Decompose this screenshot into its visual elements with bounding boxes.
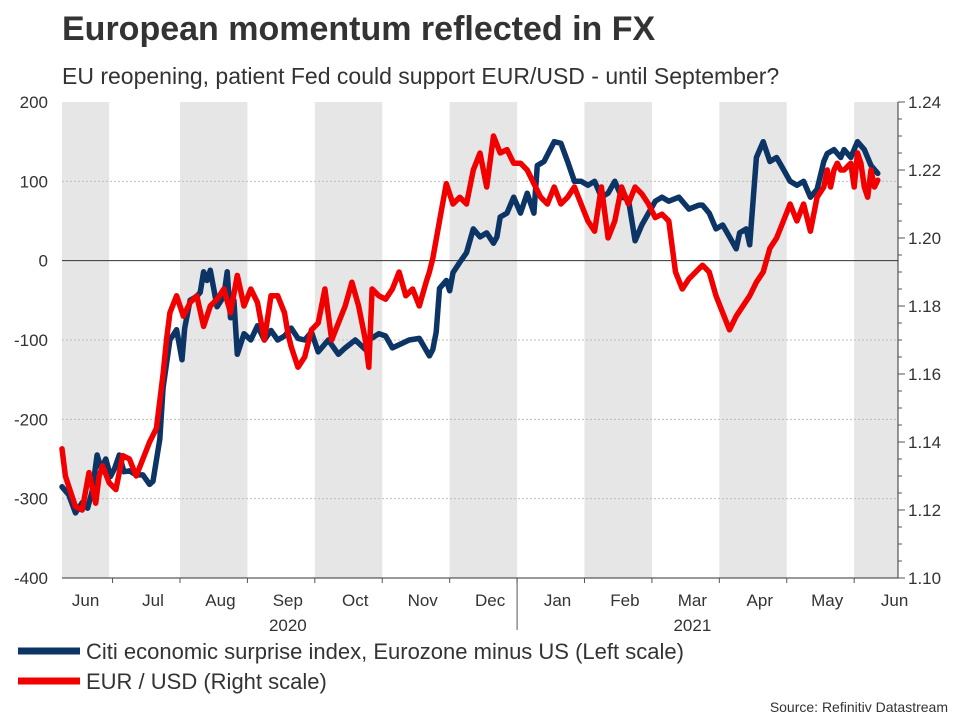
x-tick-label: Jan [544,591,571,610]
x-tick-label: Mar [678,591,708,610]
right-tick-label: 1.14 [908,433,941,452]
source-note: Source: Refinitiv Datastream [770,699,948,715]
citi-surprise-line [59,138,881,516]
x-axis-ticks: Jun Jul Aug Sep Oct Nov Dec Jan Feb Mar Apr May Jun 2… [72,578,908,635]
right-tick-label: 1.10 [908,569,941,588]
x-tick-label: Jun [881,591,908,610]
right-axis-ticks: 1.24 1.22 1.20 1.18 1.16 1.14 1.12 1.10 [898,93,941,588]
x-tick-label: Sep [273,591,303,610]
eurusd-line [59,133,881,513]
series-lines [59,133,881,516]
left-tick-label: -400 [14,569,48,588]
x-tick-label: Aug [205,591,235,610]
chart-title: European momentum reflected in FX [62,10,656,48]
left-tick-label: 0 [39,252,48,271]
left-tick-label: 100 [20,172,48,191]
legend: Citi economic surprise index, Eurozone m… [18,639,684,694]
right-tick-label: 1.24 [908,93,941,112]
x-tick-label: Nov [408,591,439,610]
left-tick-label: -100 [14,331,48,350]
year-label-2020: 2020 [269,616,307,635]
chart-subtitle: EU reopening, patient Fed could support … [62,63,779,89]
left-tick-label: -300 [14,490,48,509]
x-tick-label: Jun [72,591,99,610]
left-tick-label: -200 [14,410,48,429]
left-tick-label: 200 [20,93,48,112]
x-tick-label: Oct [342,591,369,610]
x-tick-label: Feb [610,591,639,610]
x-tick-label: Apr [747,591,774,610]
x-tick-label: May [811,591,844,610]
right-tick-label: 1.20 [908,229,941,248]
year-label-2021: 2021 [673,616,711,635]
right-tick-label: 1.16 [908,365,941,384]
right-tick-label: 1.12 [908,501,941,520]
x-tick-label: Jul [142,591,164,610]
legend-label-citi: Citi economic surprise index, Eurozone m… [86,639,684,664]
right-tick-label: 1.22 [908,161,941,180]
x-tick-label: Dec [475,591,506,610]
legend-label-eurusd: EUR / USD (Right scale) [86,669,327,694]
right-tick-label: 1.18 [908,297,941,316]
left-axis-ticks: 200 100 0 -100 -200 -300 -400 [14,93,48,588]
gridlines [62,180,898,500]
